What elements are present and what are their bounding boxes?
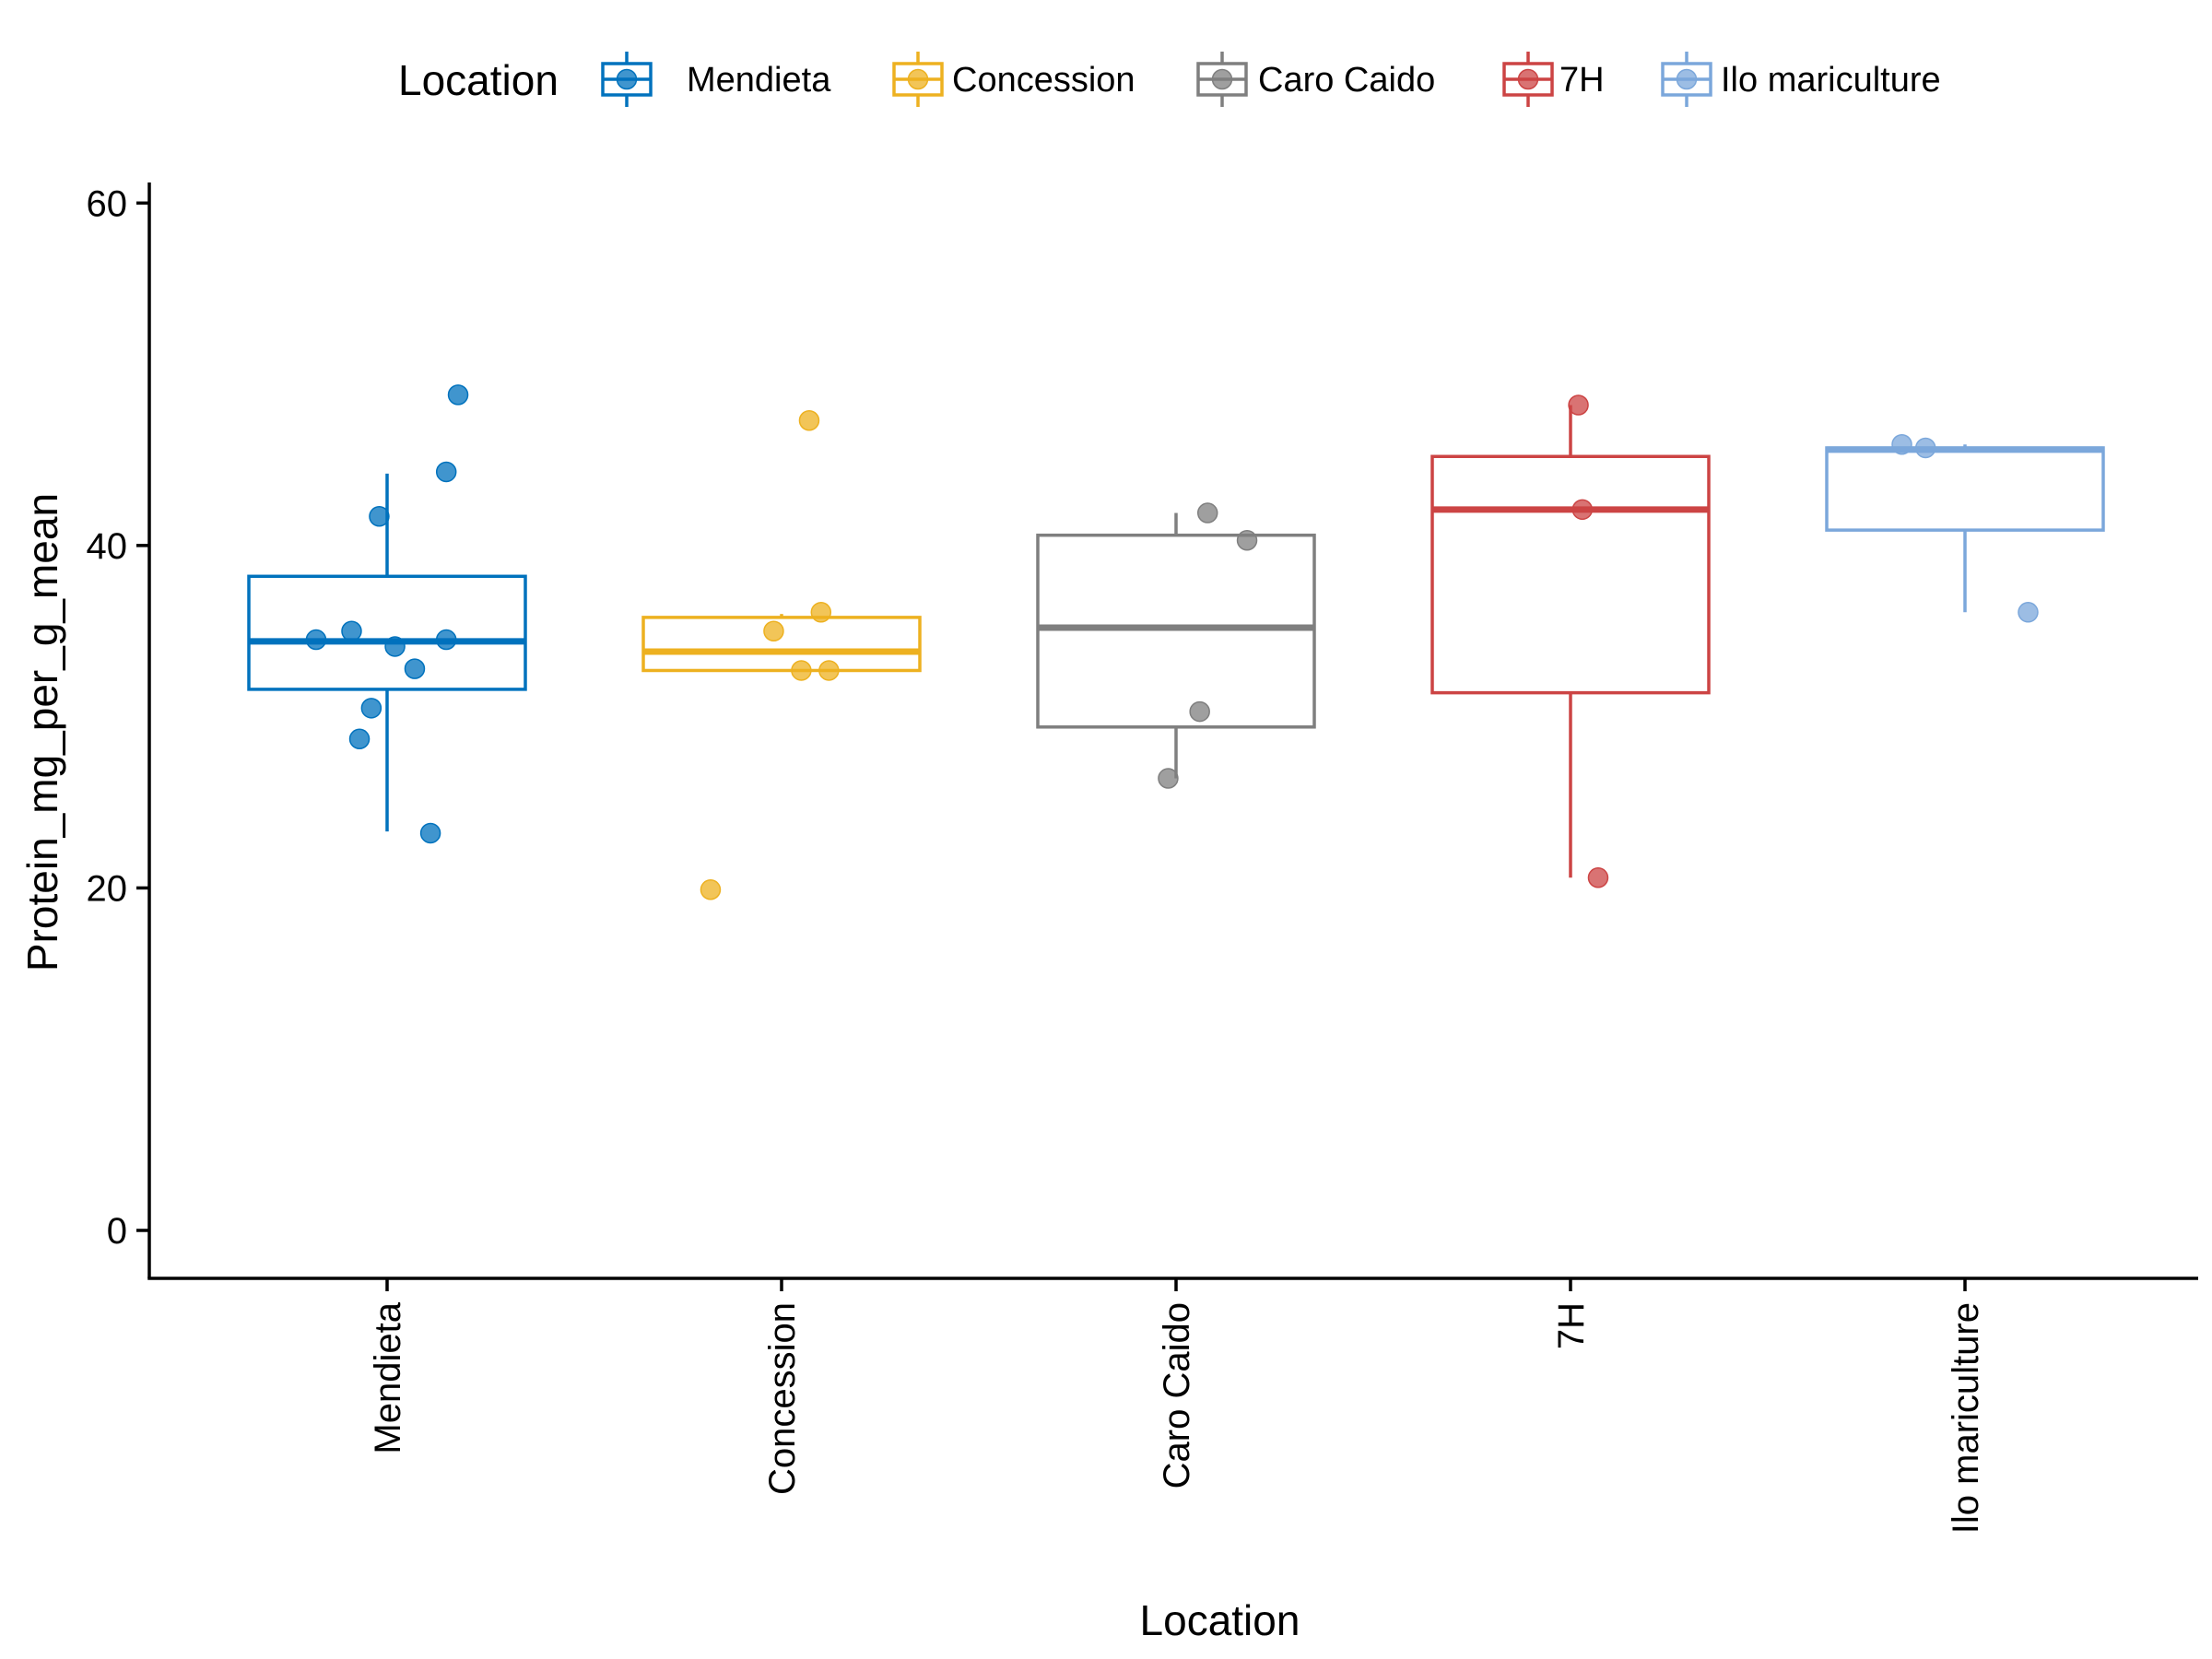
data-point-concession xyxy=(700,879,722,900)
x-axis-ticks: Mendieta Concession Caro Caido 7H Ilo maricu… xyxy=(368,1278,1986,1534)
data-point-mendieta xyxy=(419,822,441,844)
data-point-ilo-mariculture xyxy=(2018,602,2039,623)
data-point-mendieta xyxy=(305,629,327,651)
box-iqr xyxy=(1825,446,2105,532)
data-point-ilo-mariculture xyxy=(1891,433,1912,455)
data-point-mendieta xyxy=(435,629,457,651)
box-concession xyxy=(641,614,922,673)
legend-item-caro-caido: Caro Caido xyxy=(1196,52,1435,107)
x-axis-title: Location xyxy=(1140,1596,1300,1644)
y-tick-label: 0 xyxy=(107,1211,127,1252)
box-ilo-mariculture xyxy=(1825,444,2105,613)
data-point-caro-caido xyxy=(1236,530,1258,551)
legend-label-caro-caido: Caro Caido xyxy=(1258,61,1435,100)
data-point-caro-caido xyxy=(1196,502,1218,524)
x-tick-label-concession: Concession xyxy=(762,1302,803,1495)
data-point-mendieta xyxy=(404,658,426,679)
legend-label-7h: 7H xyxy=(1559,61,1605,100)
box-iqr xyxy=(247,574,527,691)
data-point-concession xyxy=(791,660,812,681)
data-point-7h xyxy=(1571,499,1594,521)
box-7h xyxy=(1430,405,1711,878)
y-axis-title: Protein_mg_per_g_mean xyxy=(18,493,66,971)
data-point-ilo-mariculture xyxy=(1914,437,1936,459)
y-tick-label: 60 xyxy=(87,183,128,224)
y-tick-label: 40 xyxy=(87,526,128,567)
box-iqr xyxy=(1430,454,1711,695)
y-tick-label: 20 xyxy=(87,868,128,909)
legend-label-ilo-mariculture: Ilo mariculture xyxy=(1721,61,1941,100)
legend-items: Mendieta Concession Caro Caido 7H Ilo maricu… xyxy=(601,52,1941,107)
data-point-mendieta xyxy=(435,461,457,483)
legend-item-mendieta: Mendieta xyxy=(601,52,831,107)
legend-item-ilo-mariculture: Ilo mariculture xyxy=(1661,52,1941,107)
legend-key-point xyxy=(1517,68,1539,90)
data-point-caro-caido xyxy=(1158,768,1179,789)
data-point-concession xyxy=(798,409,820,431)
data-point-mendieta xyxy=(384,636,406,657)
legend: Location Mendieta Concession Caro Caido 7H I… xyxy=(398,52,1941,107)
plot-area: 0 20 40 60 Mendieta Concession Caro Caido 7H Il… xyxy=(87,182,2198,1534)
x-tick-label-mendieta: Mendieta xyxy=(368,1301,408,1453)
x-tick-label-caro-caido: Caro Caido xyxy=(1157,1302,1197,1488)
data-point-concession xyxy=(818,660,840,681)
x-tick-label-ilo-mariculture: Ilo mariculture xyxy=(1946,1302,1986,1534)
legend-item-7h: 7H xyxy=(1502,52,1605,107)
data-point-mendieta xyxy=(447,384,469,406)
box-caro-caido xyxy=(1036,512,1316,779)
data-point-concession xyxy=(810,602,832,623)
legend-key-icon xyxy=(601,52,653,107)
data-point-7h xyxy=(1587,867,1609,888)
legend-label-mendieta: Mendieta xyxy=(687,61,831,100)
data-points xyxy=(305,384,2039,900)
legend-key-point xyxy=(907,68,929,90)
legend-label-concession: Concession xyxy=(952,61,1135,100)
data-point-concession xyxy=(763,620,784,641)
data-point-mendieta xyxy=(360,698,382,719)
legend-key-icon xyxy=(1196,52,1248,107)
box-iqr xyxy=(1036,533,1316,729)
data-point-caro-caido xyxy=(1189,700,1210,723)
legend-key-icon xyxy=(892,52,944,107)
legend-title: Location xyxy=(398,56,559,104)
boxes xyxy=(247,405,2105,878)
data-point-mendieta xyxy=(341,620,362,641)
x-tick-label-7h: 7H xyxy=(1551,1302,1592,1349)
data-point-mendieta xyxy=(348,728,371,750)
data-point-7h xyxy=(1568,394,1589,416)
data-point-mendieta xyxy=(369,506,390,527)
legend-key-icon xyxy=(1661,52,1712,107)
legend-key-point xyxy=(1676,68,1698,90)
legend-key-icon xyxy=(1502,52,1554,107)
legend-item-concession: Concession xyxy=(892,52,1135,107)
legend-key-point xyxy=(616,68,638,90)
y-axis-ticks: 0 20 40 60 xyxy=(87,183,149,1252)
legend-key-point xyxy=(1211,68,1233,90)
box-iqr xyxy=(641,616,922,673)
